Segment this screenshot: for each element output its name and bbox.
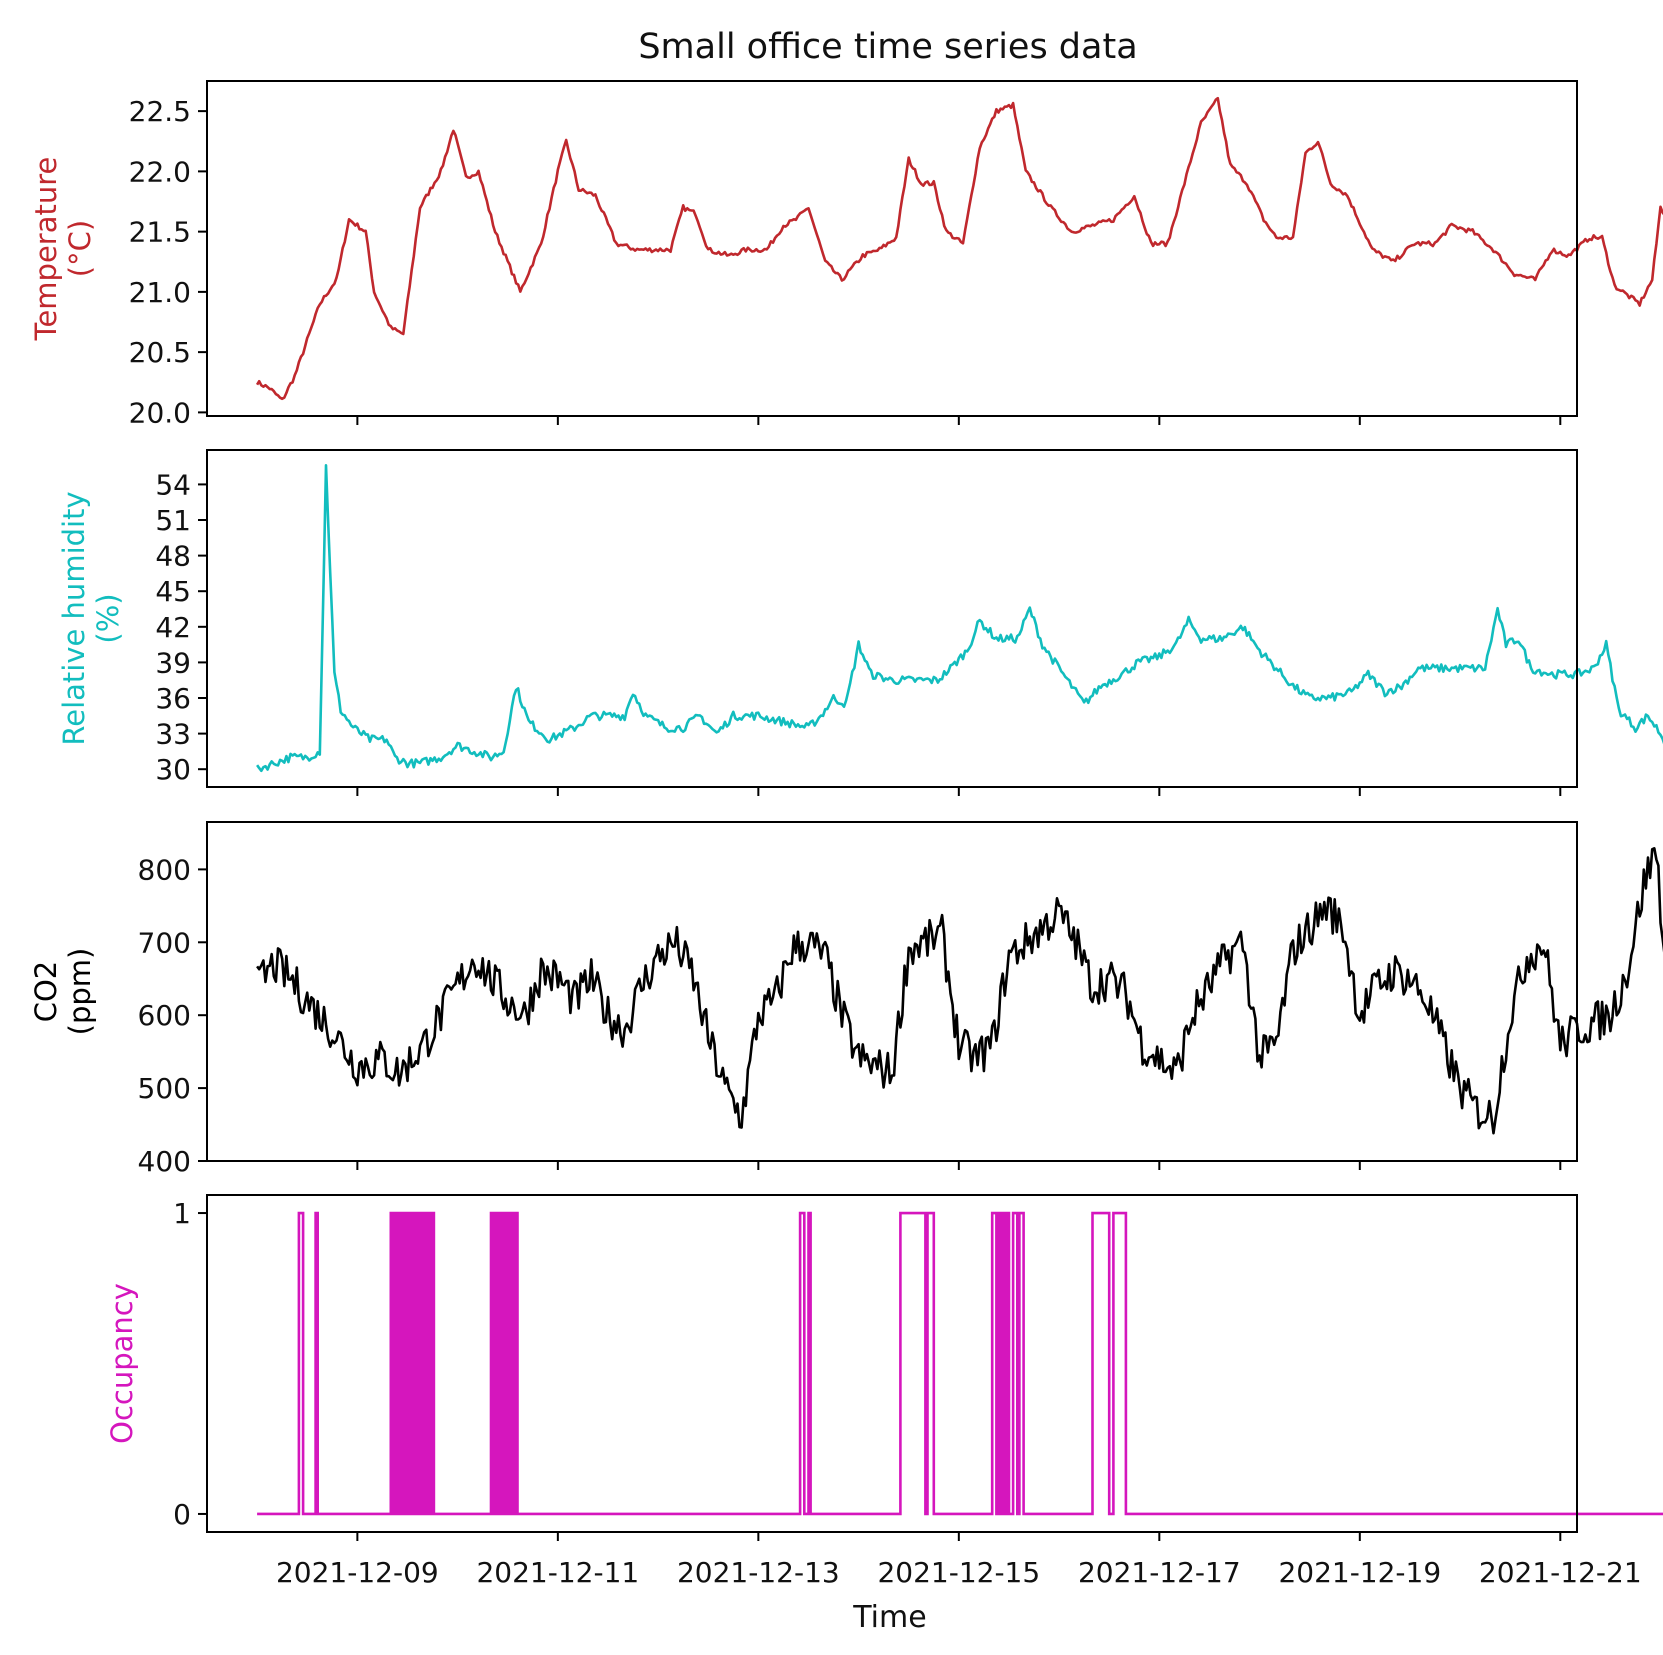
y-tick-label-3: 800 (138, 853, 191, 886)
y-axis-label-line2: (ppm) (63, 948, 97, 1036)
x-tick-label: 2021-12-19 (1278, 1556, 1441, 1589)
panel-3: 400 500 600 700 800 CO2(ppm) (29, 821, 1663, 1178)
x-axis-label: Time (852, 1600, 926, 1635)
panel-1: 20.0 20.5 21.0 21.5 22.0 22.5 Temperature(°C) (29, 80, 1663, 429)
x-tick-label: 2021-12-15 (877, 1556, 1040, 1589)
y-axis-label-line1: Relative humidity (57, 491, 91, 745)
x-tick-label: 2021-12-09 (276, 1556, 439, 1589)
x-tick-label: 2021-12-11 (476, 1556, 639, 1589)
y-tick-label-3: 500 (138, 1072, 191, 1105)
y-tick-label-2: 36 (155, 682, 191, 715)
y-tick-label-2: 39 (155, 646, 191, 679)
y-axis-label-1: Temperature(°C) (29, 157, 97, 342)
y-tick-label-1: 22.5 (129, 95, 191, 128)
y-tick-label-2: 42 (155, 611, 191, 644)
y-tick-label-1: 20.5 (129, 336, 191, 369)
x-tick-label: 2021-12-13 (677, 1556, 840, 1589)
y-axis-label-line2: (%) (91, 593, 125, 643)
y-tick-label-2: 48 (155, 540, 191, 573)
y-axis-label-line1: CO2 (29, 961, 63, 1023)
y-tick-label-2: 54 (155, 468, 191, 501)
y-tick-label-1: 20.0 (129, 396, 191, 429)
series-line-3 (256, 847, 1663, 1135)
series-line-1 (255, 96, 1663, 401)
chart-title: Small office time series data (638, 27, 1137, 67)
y-tick-label-4: 0 (173, 1498, 191, 1531)
y-axis-label-2: Relative humidity(%) (57, 491, 125, 745)
y-tick-label-2: 51 (155, 504, 191, 537)
y-tick-label-2: 33 (155, 718, 191, 751)
x-tick-label: 2021-12-17 (1078, 1556, 1241, 1589)
y-axis-label-line1: Occupancy (105, 1283, 139, 1444)
y-axis-label-line1: Temperature (29, 157, 63, 342)
axes-frame-1 (206, 80, 1578, 417)
y-tick-label-3: 700 (138, 926, 191, 959)
y-tick-label-4: 1 (173, 1197, 191, 1230)
axes-frame-4 (206, 1194, 1578, 1533)
series-line-2 (256, 464, 1663, 773)
y-tick-label-1: 21.5 (129, 216, 191, 249)
x-tick-label: 2021-12-21 (1479, 1556, 1642, 1589)
panels: 20.0 20.5 21.0 21.5 22.0 22.5 Temperature(°C) 3… (29, 80, 1663, 1589)
y-axis-label-4: Occupancy (105, 1283, 139, 1444)
series-step-4 (257, 1211, 1663, 1516)
y-tick-label-2: 45 (155, 575, 191, 608)
y-tick-label-3: 400 (138, 1145, 191, 1178)
y-axis-label-line2: (°C) (63, 220, 97, 277)
y-tick-label-2: 30 (155, 753, 191, 786)
y-tick-label-3: 600 (138, 999, 191, 1032)
y-tick-label-1: 22.0 (129, 155, 191, 188)
y-tick-label-1: 21.0 (129, 276, 191, 309)
axes-frame-2 (206, 449, 1578, 788)
axes-frame-3 (206, 821, 1578, 1162)
panel-4: 0 1 2021-12-09 2021-12-11 2021-12-13 2021-12-… (105, 1194, 1663, 1589)
y-axis-label-3: CO2(ppm) (29, 948, 97, 1036)
